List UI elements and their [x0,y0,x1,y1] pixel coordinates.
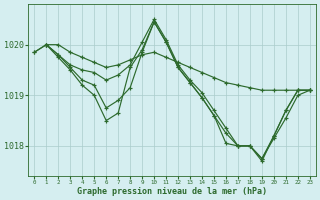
X-axis label: Graphe pression niveau de la mer (hPa): Graphe pression niveau de la mer (hPa) [77,187,267,196]
